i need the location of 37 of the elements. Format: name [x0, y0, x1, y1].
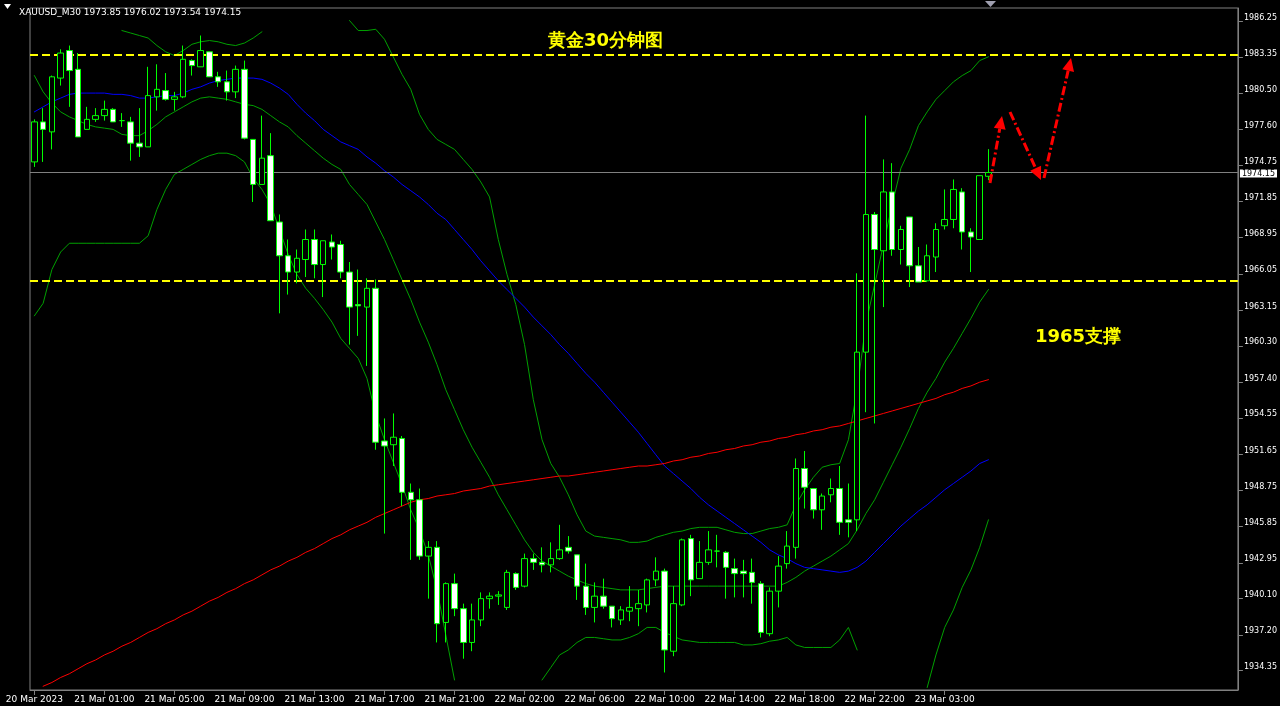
- y-tick-label: 1980.50: [1243, 84, 1278, 94]
- y-tick-label: 1986.25: [1243, 12, 1278, 22]
- ref-line-label: 1974.15: [1241, 169, 1276, 179]
- x-tick-label: 21 Mar 09:00: [214, 693, 275, 704]
- y-tick-label: 1942.95: [1243, 554, 1278, 564]
- x-tick-label: 21 Mar 17:00: [354, 693, 415, 704]
- y-tick-label: 1951.65: [1243, 445, 1278, 455]
- x-tick-label: 20 Mar 2023: [5, 693, 63, 704]
- x-tick-label: 21 Mar 01:00: [74, 693, 135, 704]
- y-tick-label: 1948.75: [1243, 481, 1278, 491]
- x-tick-label: 22 Mar 02:00: [494, 693, 555, 704]
- y-tick-label: 1977.60: [1243, 120, 1278, 130]
- y-tick-label: 1963.15: [1243, 301, 1278, 311]
- y-tick-label: 1974.75: [1243, 156, 1278, 166]
- y-tick-label: 1968.95: [1243, 229, 1278, 239]
- x-tick-label: 22 Mar 14:00: [704, 693, 765, 704]
- x-tick-label: 21 Mar 05:00: [144, 693, 205, 704]
- x-tick-label: 22 Mar 18:00: [774, 693, 835, 704]
- chart-subtitle: XAUUSD_M30 1973.85 1976.02 1973.54 1974.15: [19, 6, 242, 17]
- y-tick-label: 1934.35: [1243, 662, 1278, 672]
- text: 黄金30分钟图: [547, 28, 664, 50]
- x-tick-label: 21 Mar 13:00: [284, 693, 345, 704]
- y-tick-label: 1937.20: [1243, 626, 1278, 636]
- y-tick-label: 1940.10: [1243, 590, 1278, 600]
- y-tick-label: 1983.35: [1243, 48, 1278, 58]
- y-tick-label: 1954.55: [1243, 409, 1278, 419]
- x-tick-label: 22 Mar 10:00: [634, 693, 695, 704]
- x-tick-label: 22 Mar 06:00: [564, 693, 625, 704]
- annotation: 1965支撑: [1035, 324, 1122, 346]
- y-tick-label: 1957.40: [1243, 373, 1278, 383]
- x-tick-label: 22 Mar 22:00: [844, 693, 905, 704]
- x-tick-label: 23 Mar 03:00: [914, 693, 976, 704]
- y-tick-label: 1966.05: [1243, 265, 1278, 275]
- y-tick-label: 1945.85: [1243, 518, 1278, 528]
- y-tick-label: 1971.85: [1243, 192, 1278, 202]
- y-tick-label: 1960.30: [1243, 337, 1278, 347]
- x-tick-label: 21 Mar 21:00: [424, 693, 485, 704]
